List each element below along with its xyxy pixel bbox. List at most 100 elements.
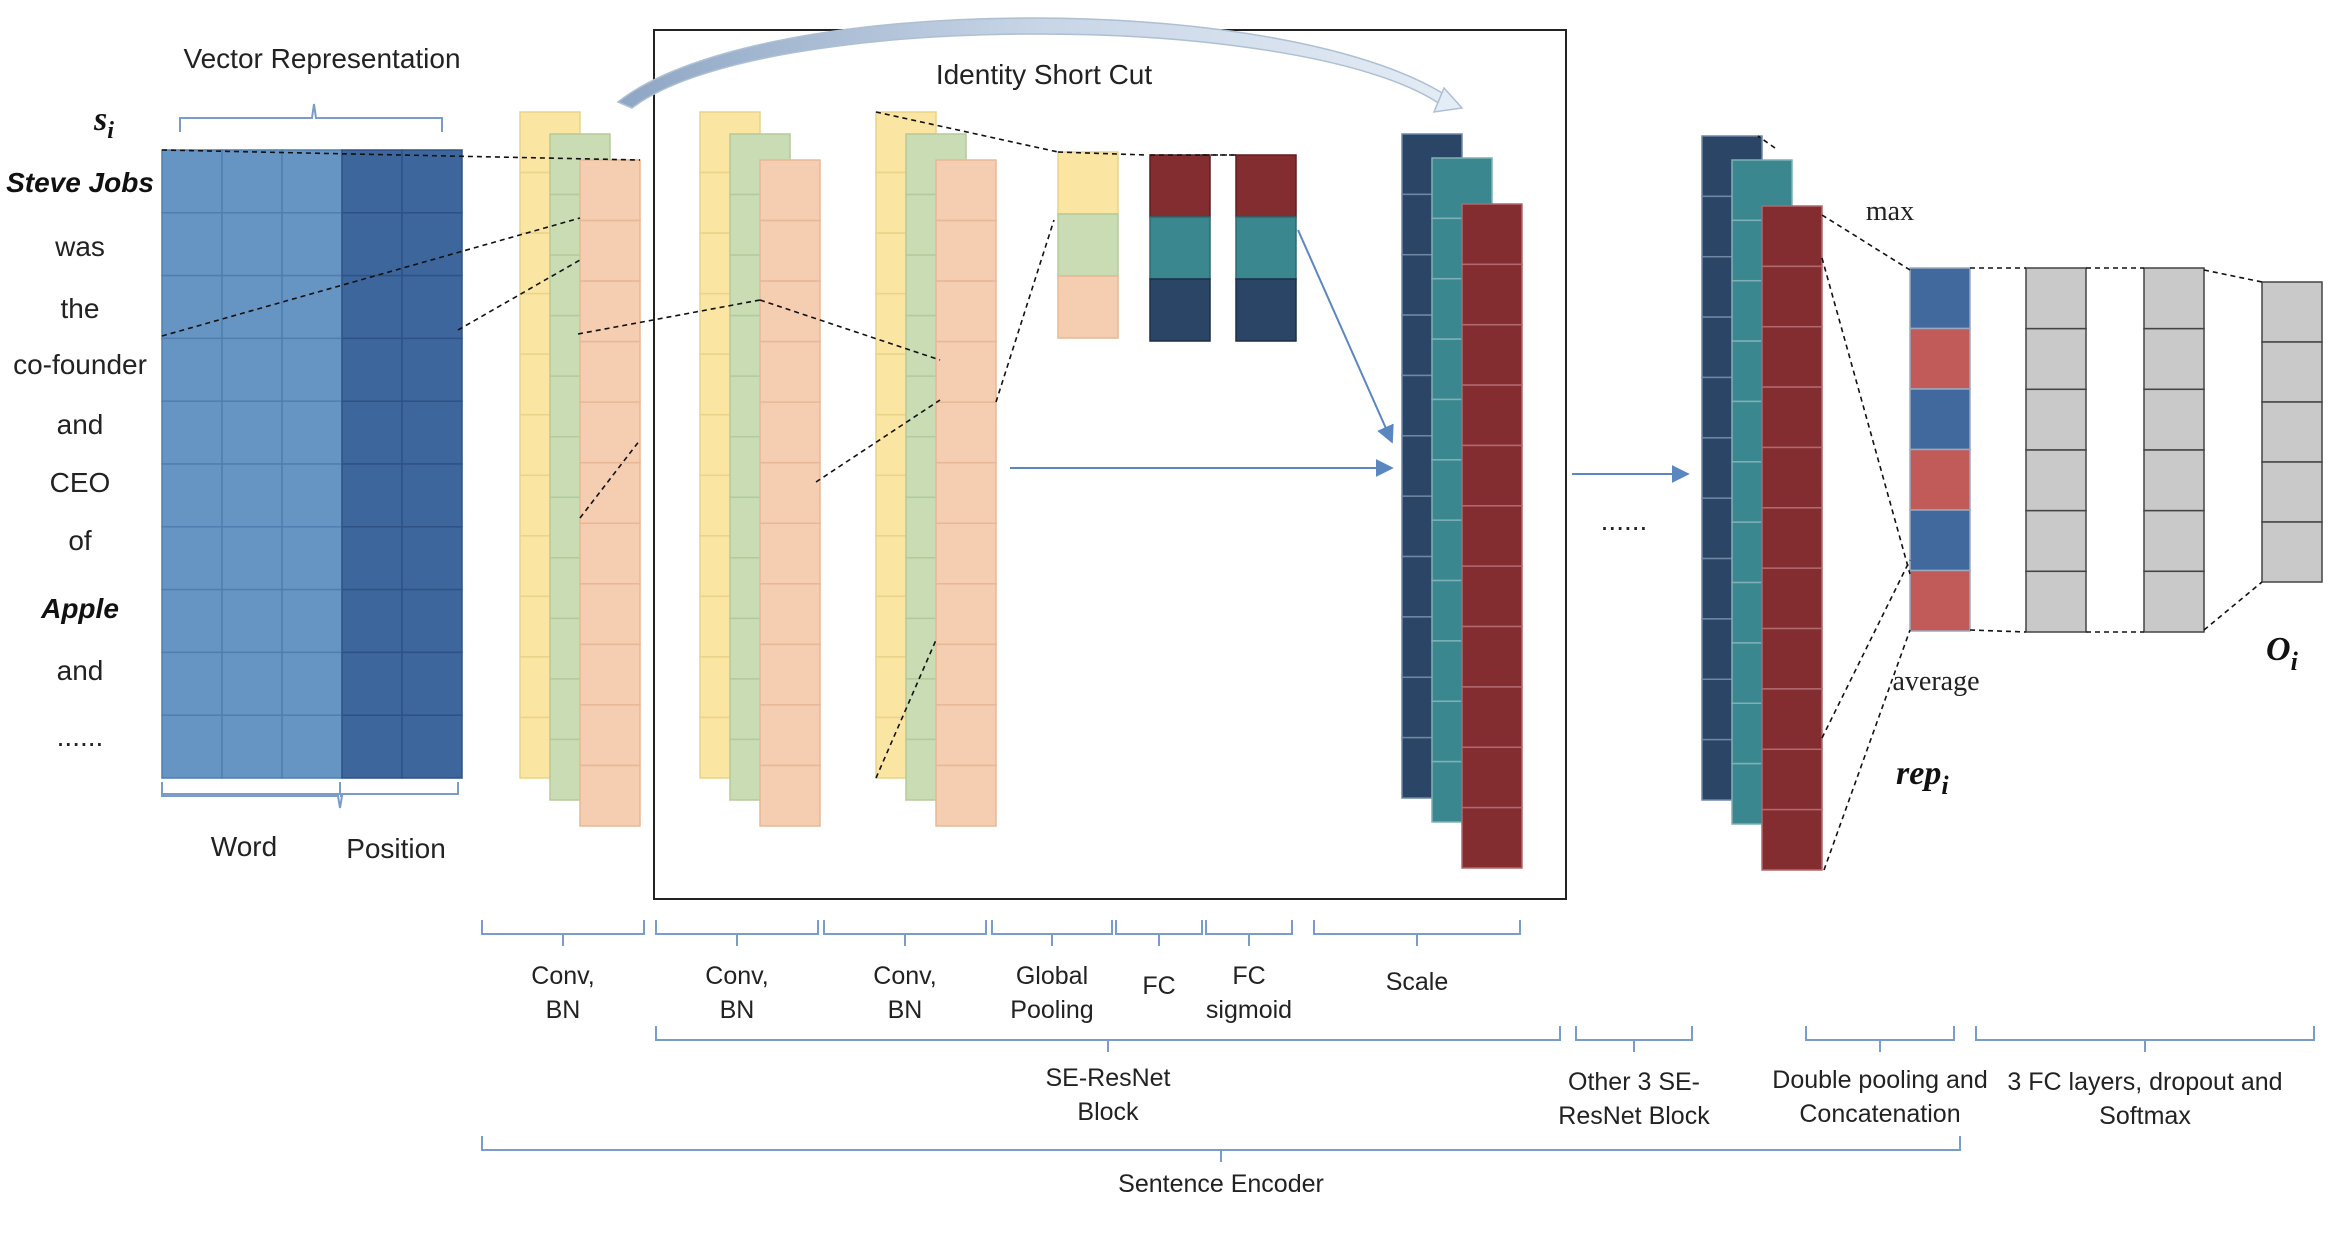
matrix-cell	[281, 526, 343, 591]
fc-layers-label: 3 FC layers, dropout and	[2007, 1068, 2282, 1096]
conv-bn-2-label: Conv,	[705, 962, 768, 990]
conv-bn-3-brace	[823, 920, 987, 946]
token-word: co-founder	[13, 349, 147, 380]
maroon-cell	[1761, 205, 1823, 268]
pooled-peach	[1057, 275, 1119, 339]
fc-sigmoid-label: sigmoid	[1206, 996, 1292, 1024]
maroon-cell	[1461, 263, 1523, 326]
fc-layers-label: Softmax	[2099, 1102, 2191, 1130]
peach-cell	[935, 764, 997, 827]
fc2-cell	[2143, 388, 2205, 451]
rep-max-cell	[1909, 509, 1971, 572]
matrix-cell	[161, 588, 223, 654]
peach-cell	[935, 340, 997, 403]
matrix-cell	[161, 526, 223, 591]
matrix-cell	[341, 714, 403, 779]
matrix-cell	[401, 400, 463, 465]
se-resnet-block-brace	[655, 1026, 1561, 1052]
peach-cell	[579, 583, 641, 646]
token-word: ......	[57, 721, 104, 752]
maroon-cell	[1761, 265, 1823, 328]
representation-symbol: repi	[1896, 755, 1949, 800]
sentence-symbol: si	[93, 101, 114, 144]
fc-sigmoid-brace	[1205, 920, 1293, 946]
matrix-cell	[221, 651, 283, 716]
svg-text:repi: repi	[1896, 755, 1949, 800]
peach-cell	[935, 704, 997, 767]
maroon-cell	[1461, 384, 1523, 447]
matrix-cell	[161, 274, 223, 340]
fc2-cell	[2143, 327, 2205, 391]
svg-text:si: si	[93, 101, 114, 144]
matrix-cell	[401, 651, 463, 716]
matrix-cell	[221, 714, 283, 779]
dashed-connectors	[161, 111, 2263, 871]
fc-maroon	[1149, 154, 1211, 218]
token-word: and	[57, 409, 104, 440]
matrix-cell	[281, 337, 343, 402]
matrix-cell	[221, 588, 283, 654]
peach-cell	[935, 643, 997, 706]
matrix-cell	[401, 714, 463, 779]
matrix-cell	[221, 463, 283, 528]
scale-feature-maps	[1401, 133, 1523, 869]
fc1-cell	[2025, 388, 2087, 451]
peach-cell	[759, 764, 821, 827]
rep-average-cell	[1909, 569, 1971, 632]
peach-cell	[935, 159, 997, 222]
maroon-cell	[1761, 567, 1823, 630]
matrix-cell	[161, 337, 223, 402]
position-brace-line	[339, 782, 459, 795]
peach-cell	[935, 583, 997, 646]
maroon-cell	[1461, 444, 1523, 507]
other-blocks-brace	[1575, 1026, 1693, 1052]
max-pooling-label: max	[1866, 196, 1914, 227]
conv-bn-2-label: BN	[720, 996, 755, 1024]
matrix-cell	[221, 212, 283, 277]
fc1-cell	[2025, 570, 2087, 633]
embedding-matrix	[161, 149, 463, 779]
scale-label: Scale	[1386, 968, 1449, 996]
fc-label: FC	[1142, 972, 1175, 1000]
pooled-representation-vector	[1909, 267, 1971, 632]
matrix-cell	[341, 212, 403, 277]
conv-bn-2-brace	[655, 920, 819, 946]
maroon-cell	[1761, 748, 1823, 811]
average-pooling-label: average	[1892, 666, 1979, 697]
peach-cell	[759, 461, 821, 525]
maroon-cell	[1761, 325, 1823, 388]
maroon-cell	[1461, 323, 1523, 386]
matrix-cell	[161, 212, 223, 277]
peach-cell	[759, 643, 821, 706]
se-resnet-block-label: Block	[1077, 1098, 1139, 1126]
peach-cell	[935, 280, 997, 343]
conv-bn-stack-3	[875, 111, 997, 827]
peach-cell	[759, 219, 821, 282]
maroon-cell	[1461, 806, 1523, 869]
identity-shortcut-arrow	[616, 17, 1464, 113]
peach-cell	[579, 522, 641, 585]
continuation-ellipsis: ......	[1601, 505, 1648, 536]
fc1-cell	[2025, 449, 2087, 512]
token-word: CEO	[50, 467, 111, 498]
matrix-cell	[221, 337, 283, 402]
matrix-cell	[281, 463, 343, 528]
matrix-cell	[281, 714, 343, 779]
matrix-cell	[341, 526, 403, 591]
matrix-cell	[221, 149, 283, 214]
matrix-cell	[341, 651, 403, 716]
global-pooling-label: Pooling	[1010, 996, 1093, 1024]
rep-max-cell	[1909, 388, 1971, 451]
matrix-cell	[341, 337, 403, 402]
matrix-cell	[161, 149, 223, 214]
peach-cell	[579, 401, 641, 464]
matrix-cell	[281, 149, 343, 214]
fc1-cell	[2025, 267, 2087, 330]
word-label: Word	[211, 831, 277, 862]
se-resnet-block-label: SE-ResNet	[1045, 1064, 1170, 1092]
matrix-cell	[341, 274, 403, 340]
fc3-cell	[2261, 341, 2323, 403]
matrix-cell	[401, 149, 463, 214]
matrix-cell	[161, 400, 223, 465]
peach-cell	[579, 764, 641, 827]
